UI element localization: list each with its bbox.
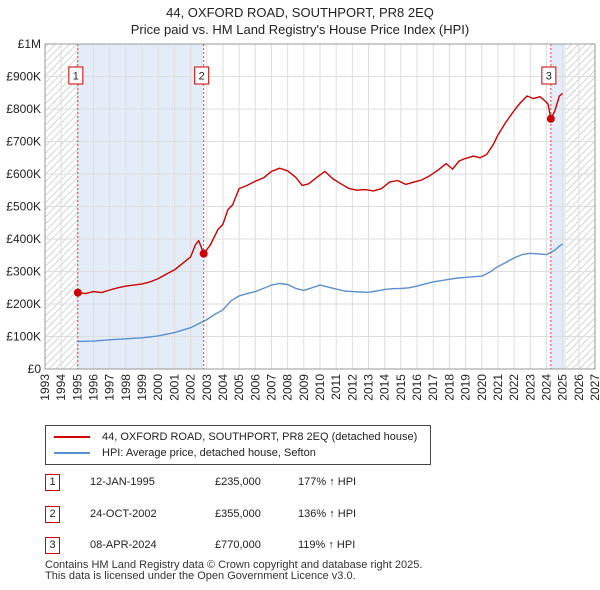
x-tick-label: 2000 (151, 374, 165, 401)
x-tick-label: 1996 (87, 374, 101, 401)
x-tick-label: 1997 (103, 374, 117, 401)
x-tick-label: 2027 (588, 374, 600, 401)
y-tick-label: £800K (6, 102, 41, 116)
x-tick-label: 2015 (394, 374, 408, 401)
sale-price: £770,000 (215, 539, 261, 551)
x-tick-label: 2006 (248, 374, 262, 401)
x-tick-label: 1994 (54, 374, 68, 401)
footer-copyright: Contains HM Land Registry data © Crown c… (45, 559, 423, 571)
footer-licence: This data is licensed under the Open Gov… (45, 570, 356, 582)
x-tick-label: 2003 (200, 374, 214, 401)
x-tick-label: 2026 (572, 374, 586, 401)
x-tick-label: 2021 (491, 374, 505, 401)
legend-swatch-property (54, 436, 90, 438)
sale-price: £355,000 (215, 508, 261, 520)
y-tick-label: £600K (6, 167, 41, 181)
sale-row: 3 08-APR-2024 £770,000 119% ↑ HPI (45, 537, 445, 554)
sale-date: 24-OCT-2002 (90, 508, 157, 520)
sale-marker-label: 2 (199, 71, 205, 83)
sale-marker-label: 1 (73, 71, 79, 83)
sale-hpi-change: 177% ↑ HPI (298, 476, 357, 488)
x-tick-label: 2008 (281, 374, 295, 401)
x-tick-label: 2025 (556, 374, 570, 401)
y-tick-label: £900K (6, 70, 41, 84)
legend: 44, OXFORD ROAD, SOUTHPORT, PR8 2EQ (det… (45, 425, 431, 465)
sale-hpi-change: 119% ↑ HPI (298, 539, 356, 551)
x-tick-label: 2005 (232, 374, 246, 401)
x-tick-label: 2024 (539, 374, 553, 401)
y-tick-label: £1M (18, 37, 41, 51)
price-chart: £0 £100K £200K £300K £400K £500K £600K £700K £80… (6, 37, 600, 401)
y-tick-label: £700K (6, 135, 41, 149)
property-series-line (77, 92, 564, 295)
x-tick-label: 2019 (459, 374, 473, 401)
sale-marker-box (68, 66, 84, 85)
x-tick-label: 2018 (442, 374, 456, 401)
x-tick-label: 2013 (362, 374, 376, 401)
x-tick-label: 1995 (70, 374, 84, 401)
legend-label-property: 44, OXFORD ROAD, SOUTHPORT, PR8 2EQ (det… (102, 431, 418, 443)
footer: Contains HM Land Registry data © Crown c… (45, 560, 422, 582)
x-tick-label: 2023 (523, 374, 537, 401)
sale-badge: 3 (45, 537, 60, 554)
x-tick-label: 1998 (119, 374, 133, 401)
y-tick-label: £0 (28, 362, 42, 376)
x-tick-label: 2002 (184, 374, 198, 401)
y-tick-label: £400K (6, 232, 41, 246)
sale-point (73, 288, 82, 297)
chart-title: 44, OXFORD ROAD, SOUTHPORT, PR8 2EQ Pric… (0, 4, 600, 38)
legend-swatch-hpi (54, 452, 90, 454)
sale-price: £235,000 (215, 476, 261, 488)
sale-row: 2 24-OCT-2002 £355,000 136% ↑ HPI (45, 506, 445, 523)
sale-point (546, 114, 555, 123)
x-tick-label: 2004 (216, 374, 230, 401)
sale-point (199, 249, 208, 258)
sale-marker-box (541, 66, 557, 85)
sale-badge: 1 (45, 474, 60, 491)
x-tick-label: 2009 (297, 374, 311, 401)
x-tick-label: 2017 (426, 374, 440, 401)
sale-date: 12-JAN-1995 (90, 476, 155, 488)
x-tick-label: 2007 (264, 374, 278, 401)
sale-marker-box (194, 66, 210, 85)
x-tick-label: 1999 (135, 374, 149, 401)
hpi-series-line (77, 243, 564, 343)
legend-item-property: 44, OXFORD ROAD, SOUTHPORT, PR8 2EQ (det… (54, 430, 417, 444)
y-tick-label: £100K (6, 330, 41, 344)
title-line-1: 44, OXFORD ROAD, SOUTHPORT, PR8 2EQ (166, 5, 434, 20)
x-tick-label: 2016 (410, 374, 424, 401)
sale-badge: 2 (45, 506, 60, 523)
plot-border (44, 43, 596, 370)
legend-item-hpi: HPI: Average price, detached house, Seft… (54, 446, 316, 460)
x-tick-label: 2010 (313, 374, 327, 401)
y-tick-label: £300K (6, 265, 41, 279)
x-tick-label: 2012 (345, 374, 359, 401)
x-tick-label: 2020 (475, 374, 489, 401)
legend-label-hpi: HPI: Average price, detached house, Seft… (102, 447, 316, 459)
x-tick-label: 2014 (378, 374, 392, 401)
x-tick-label: 2001 (167, 374, 181, 401)
sale-row: 1 12-JAN-1995 £235,000 177% ↑ HPI (45, 474, 445, 491)
sale-hpi-change: 136% ↑ HPI (298, 508, 357, 520)
y-tick-label: £500K (6, 200, 41, 214)
x-tick-label: 1993 (38, 374, 52, 401)
sale-date: 08-APR-2024 (90, 539, 157, 551)
sale-marker-label: 3 (546, 71, 552, 83)
x-tick-label: 2011 (329, 374, 343, 400)
x-tick-label: 2022 (507, 374, 521, 401)
y-tick-label: £200K (6, 297, 41, 311)
title-line-2: Price paid vs. HM Land Registry's House … (130, 22, 470, 37)
